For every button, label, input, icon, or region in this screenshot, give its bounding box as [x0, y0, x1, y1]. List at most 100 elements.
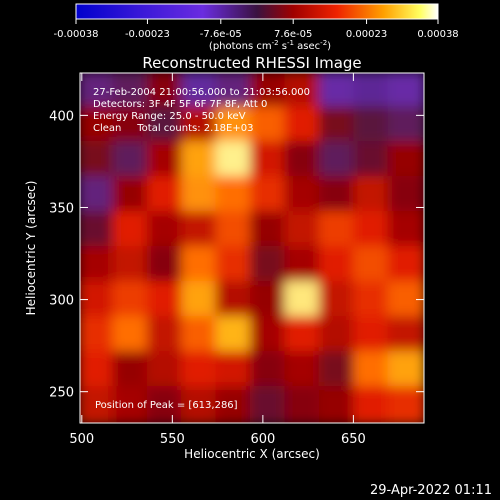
- heatmap-cell: [215, 351, 254, 390]
- colorbar-ticks: [75, 19, 439, 24]
- peak-position-label: Position of Peak = [613,286]: [95, 400, 238, 411]
- heatmap-cell: [250, 106, 289, 145]
- heatmap-cell: [181, 106, 220, 145]
- heatmap-cell: [112, 176, 151, 215]
- heatmap-cell: [112, 106, 151, 145]
- heatmap-cell: [250, 281, 289, 320]
- info-line: Clean Total counts: 2.18E+03: [93, 123, 253, 134]
- heatmap-cell: [215, 211, 254, 250]
- heatmap-cell: [215, 106, 254, 145]
- heatmap-cell: [318, 106, 358, 145]
- heatmap-cell: [284, 141, 323, 180]
- heatmap-cell: [353, 211, 392, 250]
- heatmap-cell: [250, 246, 289, 285]
- heatmap-cell: [387, 73, 424, 110]
- heatmap-cell: [181, 281, 220, 320]
- heatmap-cell: [112, 386, 151, 423]
- chart-title: Reconstructed RHESSI Image: [142, 54, 361, 72]
- heatmap-cell: [284, 281, 323, 320]
- y-tick-label: 350: [49, 201, 74, 216]
- heatmap-cell: [318, 246, 358, 285]
- heatmap-cell: [250, 211, 289, 250]
- colorbar-tick-labels: -0.00038 -0.00023 -7.6e-05 7.6e-05 0.000…: [54, 29, 459, 40]
- heatmap-cell: [250, 351, 289, 390]
- x-tick-label: 550: [160, 432, 185, 447]
- heatmap-cell: [318, 211, 358, 250]
- heatmap-cell: [353, 141, 392, 180]
- heatmap-cell: [146, 73, 186, 110]
- heatmap-cell: [318, 316, 358, 355]
- heatmap-cell: [284, 386, 323, 423]
- heatmap-cell: [146, 246, 186, 285]
- heatmap-cell: [387, 106, 424, 145]
- heatmap-cell: [181, 141, 220, 180]
- heatmap-cell: [80, 281, 117, 320]
- heatmap-cell: [318, 176, 358, 215]
- heatmap-cell: [80, 176, 117, 215]
- plot-frame: [79, 72, 425, 424]
- heatmap-cell: [146, 106, 186, 145]
- heatmap-cell: [284, 211, 323, 250]
- heatmap-cell: [353, 106, 392, 145]
- heatmap-cell: [112, 351, 151, 390]
- x-axis-label: Heliocentric X (arcsec): [184, 447, 320, 461]
- colorbar-tick-label: 0.00038: [417, 29, 458, 40]
- heatmap-cell: [112, 281, 151, 320]
- y-axis: 250 300 350 400: [49, 109, 424, 401]
- y-tick-label: 300: [49, 294, 74, 309]
- heatmap-cell: [387, 246, 424, 285]
- heatmap-cell: [284, 73, 323, 110]
- heatmap-cell: [215, 176, 254, 215]
- timestamp: 29-Apr-2022 01:11: [370, 483, 492, 498]
- heatmap-cell: [387, 351, 424, 390]
- heatmap-cell: [284, 106, 323, 145]
- heatmap-cell: [181, 176, 220, 215]
- heatmap-cell: [215, 73, 254, 110]
- heatmap-cell: [181, 246, 220, 285]
- x-tick-label: 650: [341, 432, 366, 447]
- heatmap-cell: [353, 176, 392, 215]
- heatmap-cell: [146, 351, 186, 390]
- colorbar-gradient: [75, 3, 439, 20]
- heatmap-cell: [181, 211, 220, 250]
- heatmap-cell: [318, 281, 358, 320]
- colorbar-tick-label: 7.6e-05: [274, 29, 312, 40]
- heatmap-cell: [80, 73, 117, 110]
- heatmap-cell: [80, 246, 117, 285]
- heatmap-cell: [318, 141, 358, 180]
- heatmap-cell: [181, 73, 220, 110]
- heatmap-cell: [250, 141, 289, 180]
- heatmap-cell: [387, 176, 424, 215]
- heatmap-cell: [387, 316, 424, 355]
- x-tick-label: 500: [69, 432, 94, 447]
- heatmap-cell: [353, 281, 392, 320]
- y-tick-label: 400: [49, 109, 74, 124]
- heatmap-cell: [80, 211, 117, 250]
- heatmap-cell: [284, 351, 323, 390]
- heatmap-cell: [353, 73, 392, 110]
- x-tick-label: 600: [250, 432, 275, 447]
- heatmap-cell: [215, 316, 254, 355]
- heatmap-cell: [284, 246, 323, 285]
- observation-info: 27-Feb-2004 21:00:56.000 to 21:03:56.000…: [93, 87, 310, 134]
- heatmap-cell: [318, 73, 358, 110]
- heatmap-cell: [181, 316, 220, 355]
- heatmap-cell: [146, 141, 186, 180]
- heatmap-cell: [181, 351, 220, 390]
- heatmap-cell: [353, 246, 392, 285]
- heatmap-cell: [250, 176, 289, 215]
- heatmap-cell: [146, 316, 186, 355]
- info-line: Energy Range: 25.0 - 50.0 keV: [93, 111, 246, 122]
- heatmap-cell: [250, 316, 289, 355]
- heatmap-cell: [146, 386, 186, 423]
- colorbar-unit-label: (photons cm-2 s-1 asec-2): [209, 39, 331, 52]
- heatmap-cell: [215, 246, 254, 285]
- colorbar-tick-label: -7.6e-05: [200, 29, 242, 40]
- heatmap-cell: [215, 141, 254, 180]
- colorbar-tick-label: -0.00038: [54, 29, 99, 40]
- info-line: 27-Feb-2004 21:00:56.000 to 21:03:56.000: [93, 87, 310, 98]
- heatmap-area: [80, 73, 424, 423]
- heatmap-cell: [284, 316, 323, 355]
- heatmap-cell: [318, 351, 358, 390]
